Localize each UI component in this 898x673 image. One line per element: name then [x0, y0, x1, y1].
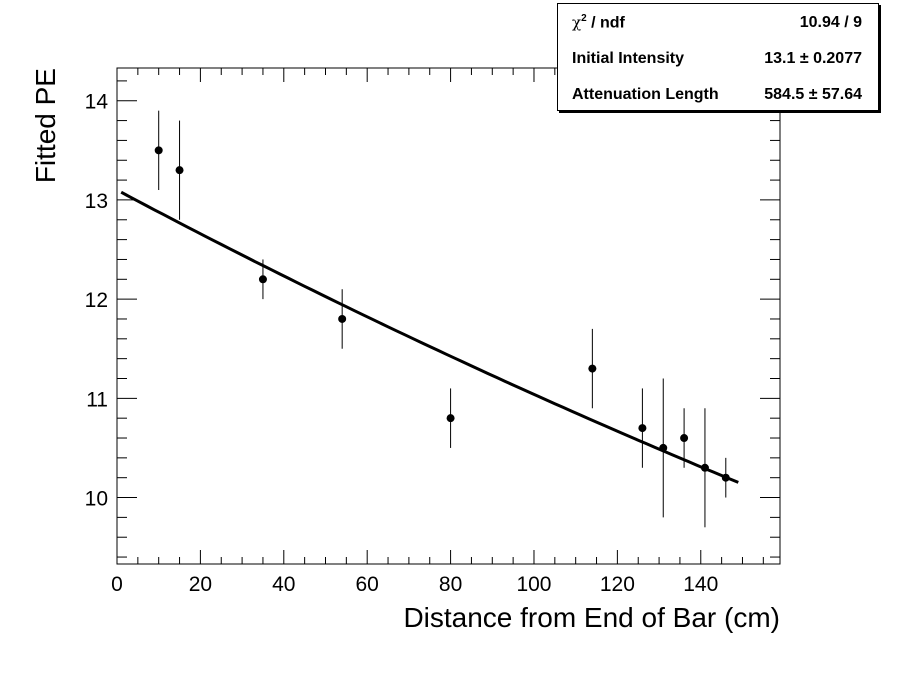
intensity-value: 13.1 ± 0.2077	[764, 50, 862, 67]
x-axis-label: Distance from End of Bar (cm)	[403, 602, 780, 633]
fit-stats-box: χ2 / ndf 10.94 / 9 Initial Intensity 13.…	[557, 3, 879, 111]
points-layer	[154, 110, 730, 528]
chi2-value: 10.94 / 9	[799, 14, 862, 31]
stats-row-length: Attenuation Length 584.5 ± 57.64	[572, 83, 862, 107]
data-point	[446, 414, 455, 423]
data-point	[638, 424, 647, 433]
intensity-label: Initial Intensity	[572, 50, 685, 67]
x-tick-label: 20	[189, 573, 212, 596]
data-point	[338, 314, 347, 323]
data-point	[258, 275, 267, 284]
data-point	[680, 434, 689, 443]
stats-row-chi2: χ2 / ndf 10.94 / 9	[572, 11, 862, 35]
x-tick-label: 0	[111, 573, 123, 596]
chi2-label: χ2 / ndf	[572, 13, 625, 32]
stats-row-intensity: Initial Intensity 13.1 ± 0.2077	[572, 47, 862, 71]
chi-superscript: 2	[581, 13, 587, 25]
axes: 0 20 40 60 80 100 120 140 10 11 12 13 14	[85, 68, 780, 596]
length-value: 584.5 ± 57.64	[764, 86, 862, 103]
y-tick-label: 13	[85, 190, 108, 213]
fit-layer	[120, 190, 739, 484]
x-tick-label: 120	[600, 573, 635, 596]
y-tick-label: 12	[85, 289, 108, 312]
x-tick-label: 140	[683, 573, 718, 596]
y-tick-label: 10	[85, 488, 108, 511]
fit-curve	[120, 190, 739, 484]
y-tick-label: 14	[85, 91, 109, 114]
length-label: Attenuation Length	[572, 86, 719, 103]
x-tick-label: 80	[439, 573, 462, 596]
plot-frame	[116, 67, 781, 565]
data-point	[700, 463, 709, 472]
chi-symbol: χ	[572, 13, 582, 32]
x-tick-label: 60	[356, 573, 379, 596]
x-tick-label: 40	[272, 573, 295, 596]
data-point	[659, 443, 668, 452]
y-axis-label: Fitted PE	[30, 68, 61, 183]
chi2-suffix: / ndf	[586, 14, 625, 32]
data-point	[721, 473, 730, 482]
y-tick-label: 11	[86, 388, 108, 411]
data-point	[154, 146, 163, 155]
x-tick-label: 100	[516, 573, 551, 596]
data-point	[175, 166, 184, 175]
data-point	[588, 364, 597, 373]
